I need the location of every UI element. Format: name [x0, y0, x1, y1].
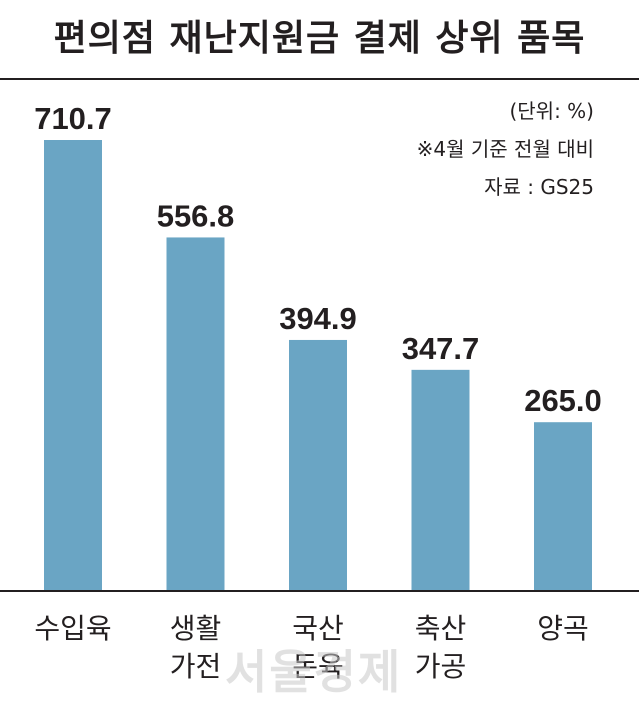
category-label-3: 국산 돈육 [292, 612, 344, 683]
category-label-5: 양곡 [537, 612, 589, 645]
chart-notes: (단위: %) ※4월 기준 전월 대비 자료 : GS25 [417, 92, 594, 206]
bar-1 [44, 140, 102, 590]
unit-note: (단위: %) [509, 99, 594, 123]
bar-3 [289, 339, 347, 590]
title-divider [0, 78, 639, 80]
bar-5 [534, 422, 592, 590]
category-label-1: 수입육 [34, 612, 111, 645]
category-label-2: 생활 가전 [170, 612, 222, 683]
data-label-2: 556.8 [157, 198, 235, 233]
bar-2 [166, 237, 225, 591]
data-label-1: 710.7 [34, 101, 112, 136]
bar-4 [411, 369, 470, 590]
chart-title: 편의점 재난지원금 결제 상위 품목 [53, 18, 586, 59]
data-label-4: 347.7 [402, 331, 480, 366]
data-label-5: 265.0 [524, 383, 602, 418]
source-note: 자료 : GS25 [484, 175, 594, 199]
category-label-4: 축산 가공 [415, 612, 467, 683]
data-label-3: 394.9 [279, 301, 357, 336]
basis-note: ※4월 기준 전월 대비 [416, 137, 594, 161]
